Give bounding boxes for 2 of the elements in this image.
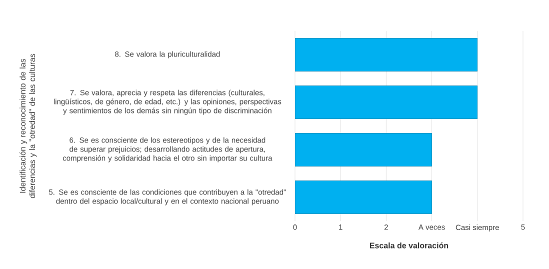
y-axis-title: Identificación y reconocimiento de las diferencias y la "otredad" de las culturas (20, 54, 37, 198)
x-axis-title: Escala de valoración (370, 242, 448, 248)
